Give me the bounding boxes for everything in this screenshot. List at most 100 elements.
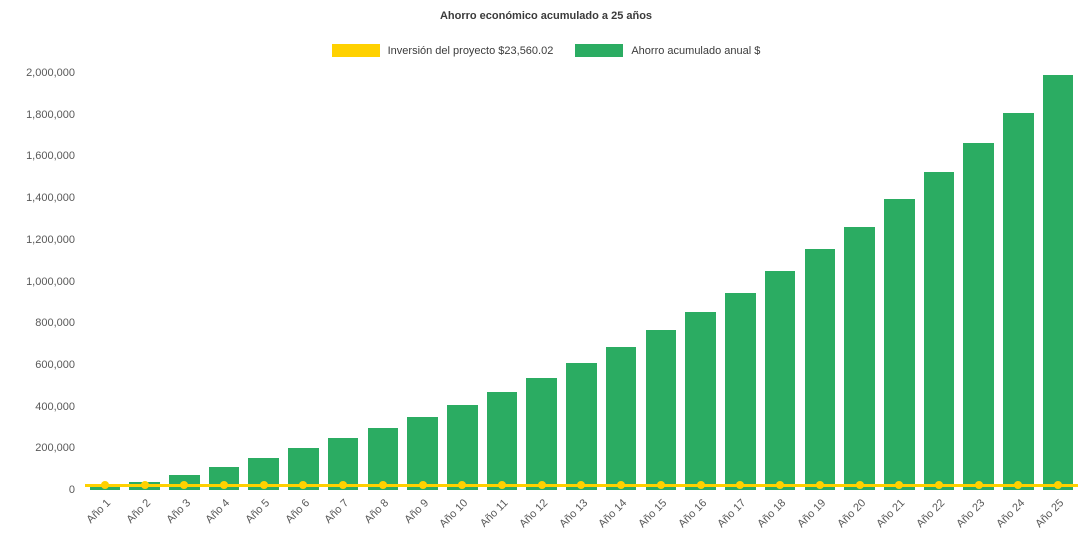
x-axis-slot: Año 3 [164, 493, 204, 543]
x-axis-tick-label: Año 20 [834, 497, 869, 531]
x-axis-tick-label: Año 25 [1033, 497, 1067, 531]
bar-slot [482, 73, 522, 490]
bar-slot [363, 73, 403, 490]
investment-line-marker [180, 481, 189, 490]
investment-line-marker [736, 481, 745, 490]
savings-bar-25 [1042, 75, 1074, 490]
investment-line-marker [418, 481, 427, 490]
savings-bar-18 [764, 271, 796, 490]
y-axis-tick-label: 0 [68, 484, 75, 496]
x-axis-tick-label: Año 21 [874, 497, 908, 531]
investment-line-marker [696, 481, 705, 490]
investment-line-marker [259, 481, 268, 490]
savings-bar-11 [486, 392, 518, 490]
bar-slot [999, 73, 1039, 490]
savings-bar-24 [1003, 112, 1034, 490]
bar-slot [919, 73, 959, 490]
x-axis-slot: Año 9 [402, 493, 443, 543]
bar-slot [164, 73, 204, 490]
bar-slot [641, 73, 681, 490]
investment-line-marker [855, 481, 864, 490]
chart-title: Ahorro económico acumulado a 25 años [439, 10, 653, 22]
x-axis-tick-label: Año 12 [517, 497, 551, 531]
investment-line-marker [537, 481, 546, 490]
x-axis-slot: Año 5 [243, 493, 284, 543]
x-axis-slot: Año 7 [323, 493, 363, 543]
x-axis-slot: Año 21 [875, 493, 919, 543]
savings-bar-8 [367, 427, 399, 490]
legend-item-savings: Ahorro acumulado anual $ [575, 44, 760, 57]
x-axis-slot: Año 18 [755, 493, 800, 543]
x-axis-slot: Año 13 [557, 493, 602, 543]
y-axis: 0 200,000 400,000 600,000 800,000 1,000,000 1,… [0, 67, 75, 496]
plot-area [85, 73, 1078, 490]
x-axis-slot: Año 22 [914, 493, 959, 543]
x-axis-slot: Año 6 [283, 493, 324, 543]
x-axis-tick-label: Año 8 [362, 497, 392, 526]
bar-slot [522, 73, 562, 490]
investment-line-marker [1054, 481, 1063, 490]
investment-line-marker [140, 481, 149, 490]
investment-line-marker [100, 481, 109, 490]
investment-line-marker [656, 481, 665, 490]
x-axis: Año 1 Año 2 Año 3 Año 4 Año 5 Año 6 Año 7 Año 8… [85, 493, 1078, 543]
savings-bar-20 [844, 226, 875, 490]
x-axis-tick-label: Año 13 [556, 497, 590, 531]
investment-line-marker [815, 481, 824, 490]
legend-swatch-investment [331, 44, 380, 57]
x-axis-tick-label: Año 11 [477, 497, 511, 530]
legend-label-investment: Inversión del proyecto $23,560.02 [387, 44, 554, 57]
savings-bar-12 [526, 378, 558, 490]
bar-slot [1038, 73, 1078, 490]
investment-line-marker [220, 481, 229, 490]
bar-slot [125, 73, 165, 490]
x-axis-tick-label: Año 9 [402, 497, 432, 526]
x-axis-tick-label: Año 16 [675, 497, 710, 531]
bar-slot [403, 73, 443, 490]
x-axis-tick-label: Año 2 [124, 497, 154, 526]
savings-bar-9 [407, 417, 438, 490]
investment-line-marker [299, 481, 308, 490]
x-axis-tick-label: Año 18 [755, 497, 789, 531]
investment-line-marker [577, 481, 586, 490]
savings-bar-16 [685, 311, 716, 490]
bar-slot [284, 73, 324, 490]
savings-bar-21 [883, 199, 915, 490]
y-axis-tick-label: 1,000,000 [26, 275, 75, 288]
savings-bar-23 [963, 142, 994, 490]
bar-slot [562, 73, 602, 490]
x-axis-tick-label: Año 4 [203, 497, 233, 526]
legend-label-savings: Ahorro acumulado anual $ [631, 44, 761, 57]
investment-line-marker [458, 481, 467, 490]
savings-bar-13 [566, 363, 597, 490]
x-axis-tick-label: Año 3 [163, 497, 193, 526]
x-axis-slot: Año 19 [795, 493, 840, 543]
investment-line-marker [776, 481, 785, 490]
savings-bar-22 [923, 172, 955, 490]
x-axis-slot: Año 12 [517, 493, 562, 543]
savings-bar-10 [447, 404, 478, 490]
bar-slot [959, 73, 999, 490]
bar-slot [681, 73, 721, 490]
investment-line-marker [617, 481, 626, 490]
bar-slot [244, 73, 284, 490]
bar-slot [840, 73, 880, 490]
x-axis-slot: Año 4 [204, 493, 244, 543]
y-axis-tick-label: 200,000 [35, 442, 75, 455]
x-axis-slot: Año 20 [835, 493, 880, 543]
y-axis-tick-label: 2,000,000 [26, 67, 75, 79]
x-axis-tick-label: Año 24 [993, 497, 1027, 531]
x-axis-tick-label: Año 14 [596, 497, 630, 531]
savings-bar-19 [804, 248, 836, 490]
bar-slot [760, 73, 800, 490]
x-axis-slot: Año 24 [994, 493, 1039, 543]
x-axis-tick-label: Año 1 [84, 497, 114, 526]
savings-bar-17 [725, 292, 756, 490]
x-axis-tick-label: Año 17 [715, 497, 749, 531]
y-axis-tick-label: 600,000 [35, 358, 75, 371]
x-axis-slot: Año 10 [438, 493, 482, 543]
x-axis-tick-label: Año 5 [243, 497, 273, 526]
x-axis-tick-label: Año 19 [795, 497, 829, 531]
legend-swatch-savings [575, 44, 624, 57]
